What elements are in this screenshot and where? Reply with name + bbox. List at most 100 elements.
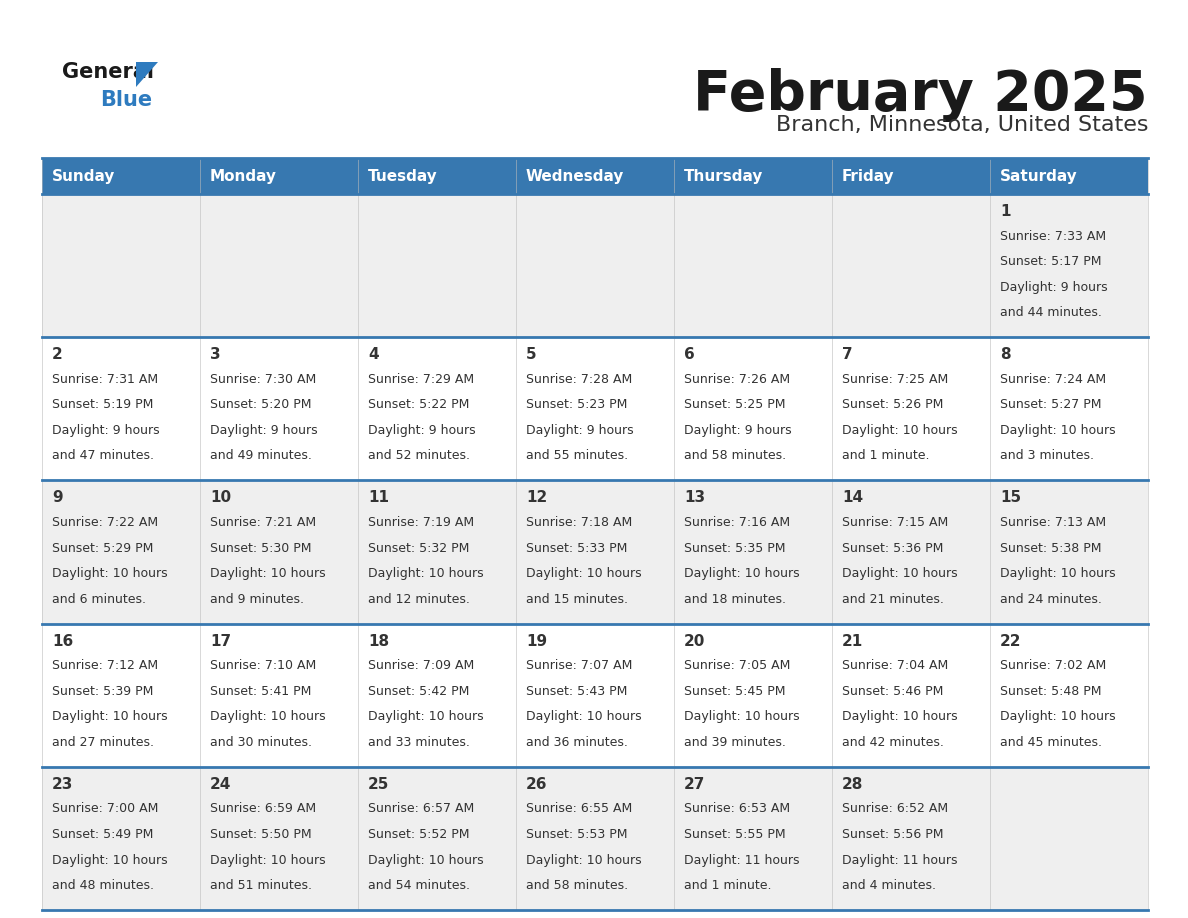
Bar: [990, 194, 1148, 337]
Text: Sunrise: 7:16 AM: Sunrise: 7:16 AM: [684, 516, 790, 529]
Text: Sunset: 5:38 PM: Sunset: 5:38 PM: [1000, 542, 1101, 554]
Text: 20: 20: [684, 633, 706, 649]
Bar: [516, 158, 674, 194]
Text: Sunset: 5:20 PM: Sunset: 5:20 PM: [210, 398, 311, 411]
Text: Sunrise: 7:05 AM: Sunrise: 7:05 AM: [684, 659, 790, 672]
Bar: [832, 337, 990, 480]
Text: and 58 minutes.: and 58 minutes.: [526, 879, 628, 892]
Text: Sunset: 5:42 PM: Sunset: 5:42 PM: [368, 685, 469, 698]
Text: 1: 1: [1000, 204, 1011, 219]
Text: Sunrise: 7:24 AM: Sunrise: 7:24 AM: [1000, 373, 1106, 386]
Text: Sunrise: 7:12 AM: Sunrise: 7:12 AM: [52, 659, 158, 672]
Bar: [358, 158, 516, 194]
Text: Daylight: 10 hours: Daylight: 10 hours: [368, 567, 484, 580]
Text: Daylight: 10 hours: Daylight: 10 hours: [52, 711, 168, 723]
Text: 25: 25: [368, 777, 390, 792]
Text: Sunrise: 7:21 AM: Sunrise: 7:21 AM: [210, 516, 316, 529]
Text: Sunset: 5:43 PM: Sunset: 5:43 PM: [526, 685, 627, 698]
Text: and 33 minutes.: and 33 minutes.: [368, 736, 470, 749]
Text: Sunset: 5:29 PM: Sunset: 5:29 PM: [52, 542, 153, 554]
Text: and 48 minutes.: and 48 minutes.: [52, 879, 154, 892]
Bar: [990, 337, 1148, 480]
Text: Daylight: 11 hours: Daylight: 11 hours: [684, 854, 800, 867]
Text: Sunrise: 6:57 AM: Sunrise: 6:57 AM: [368, 802, 474, 815]
Text: Sunrise: 7:18 AM: Sunrise: 7:18 AM: [526, 516, 632, 529]
Text: Daylight: 9 hours: Daylight: 9 hours: [526, 424, 633, 437]
Text: Sunrise: 7:15 AM: Sunrise: 7:15 AM: [842, 516, 948, 529]
Text: Daylight: 10 hours: Daylight: 10 hours: [526, 854, 642, 867]
Text: and 58 minutes.: and 58 minutes.: [684, 450, 786, 463]
Text: and 1 minute.: and 1 minute.: [684, 879, 771, 892]
Text: Sunset: 5:22 PM: Sunset: 5:22 PM: [368, 398, 469, 411]
Text: Sunset: 5:17 PM: Sunset: 5:17 PM: [1000, 255, 1101, 268]
Text: Sunrise: 7:04 AM: Sunrise: 7:04 AM: [842, 659, 948, 672]
Bar: [42, 158, 200, 194]
Bar: [358, 767, 516, 910]
Bar: [200, 194, 358, 337]
Text: Daylight: 10 hours: Daylight: 10 hours: [210, 567, 326, 580]
Text: and 18 minutes.: and 18 minutes.: [684, 593, 786, 606]
Text: and 54 minutes.: and 54 minutes.: [368, 879, 470, 892]
Bar: [832, 158, 990, 194]
Text: 19: 19: [526, 633, 548, 649]
Text: Sunrise: 6:52 AM: Sunrise: 6:52 AM: [842, 802, 948, 815]
Bar: [358, 194, 516, 337]
Bar: [516, 767, 674, 910]
Text: 10: 10: [210, 490, 232, 506]
Bar: [200, 623, 358, 767]
Text: Sunrise: 7:19 AM: Sunrise: 7:19 AM: [368, 516, 474, 529]
Text: and 12 minutes.: and 12 minutes.: [368, 593, 470, 606]
Text: 5: 5: [526, 347, 537, 363]
Text: Sunset: 5:27 PM: Sunset: 5:27 PM: [1000, 398, 1101, 411]
Text: Daylight: 9 hours: Daylight: 9 hours: [368, 424, 475, 437]
Text: and 47 minutes.: and 47 minutes.: [52, 450, 154, 463]
Text: and 24 minutes.: and 24 minutes.: [1000, 593, 1102, 606]
Text: 23: 23: [52, 777, 74, 792]
Bar: [42, 480, 200, 623]
Text: 22: 22: [1000, 633, 1022, 649]
Text: and 39 minutes.: and 39 minutes.: [684, 736, 786, 749]
Text: Sunset: 5:52 PM: Sunset: 5:52 PM: [368, 828, 469, 841]
Text: 8: 8: [1000, 347, 1011, 363]
Text: 2: 2: [52, 347, 63, 363]
Text: Sunrise: 7:22 AM: Sunrise: 7:22 AM: [52, 516, 158, 529]
Bar: [990, 767, 1148, 910]
Text: 24: 24: [210, 777, 232, 792]
Text: and 30 minutes.: and 30 minutes.: [210, 736, 312, 749]
Text: Sunset: 5:25 PM: Sunset: 5:25 PM: [684, 398, 785, 411]
Bar: [200, 158, 358, 194]
Text: Monday: Monday: [210, 169, 277, 184]
Text: Sunrise: 6:59 AM: Sunrise: 6:59 AM: [210, 802, 316, 815]
Bar: [674, 194, 832, 337]
Text: 21: 21: [842, 633, 864, 649]
Text: Blue: Blue: [100, 90, 152, 110]
Text: Daylight: 10 hours: Daylight: 10 hours: [210, 854, 326, 867]
Text: and 15 minutes.: and 15 minutes.: [526, 593, 628, 606]
Text: Sunset: 5:23 PM: Sunset: 5:23 PM: [526, 398, 627, 411]
Text: Sunset: 5:36 PM: Sunset: 5:36 PM: [842, 542, 943, 554]
Text: Friday: Friday: [842, 169, 895, 184]
Text: Sunrise: 7:09 AM: Sunrise: 7:09 AM: [368, 659, 474, 672]
Bar: [200, 337, 358, 480]
Text: and 6 minutes.: and 6 minutes.: [52, 593, 146, 606]
Text: Tuesday: Tuesday: [368, 169, 437, 184]
Text: 12: 12: [526, 490, 548, 506]
Text: Daylight: 9 hours: Daylight: 9 hours: [684, 424, 791, 437]
Text: 13: 13: [684, 490, 706, 506]
Bar: [42, 623, 200, 767]
Text: Daylight: 10 hours: Daylight: 10 hours: [1000, 567, 1116, 580]
Text: Daylight: 9 hours: Daylight: 9 hours: [210, 424, 317, 437]
Text: and 55 minutes.: and 55 minutes.: [526, 450, 628, 463]
Text: Daylight: 10 hours: Daylight: 10 hours: [526, 567, 642, 580]
Bar: [990, 158, 1148, 194]
Bar: [42, 767, 200, 910]
Text: 16: 16: [52, 633, 74, 649]
Bar: [990, 623, 1148, 767]
Text: Branch, Minnesota, United States: Branch, Minnesota, United States: [776, 115, 1148, 135]
Text: February 2025: February 2025: [694, 68, 1148, 122]
Bar: [674, 337, 832, 480]
Bar: [358, 337, 516, 480]
Text: and 49 minutes.: and 49 minutes.: [210, 450, 312, 463]
Text: Sunrise: 7:29 AM: Sunrise: 7:29 AM: [368, 373, 474, 386]
Text: Daylight: 10 hours: Daylight: 10 hours: [1000, 424, 1116, 437]
